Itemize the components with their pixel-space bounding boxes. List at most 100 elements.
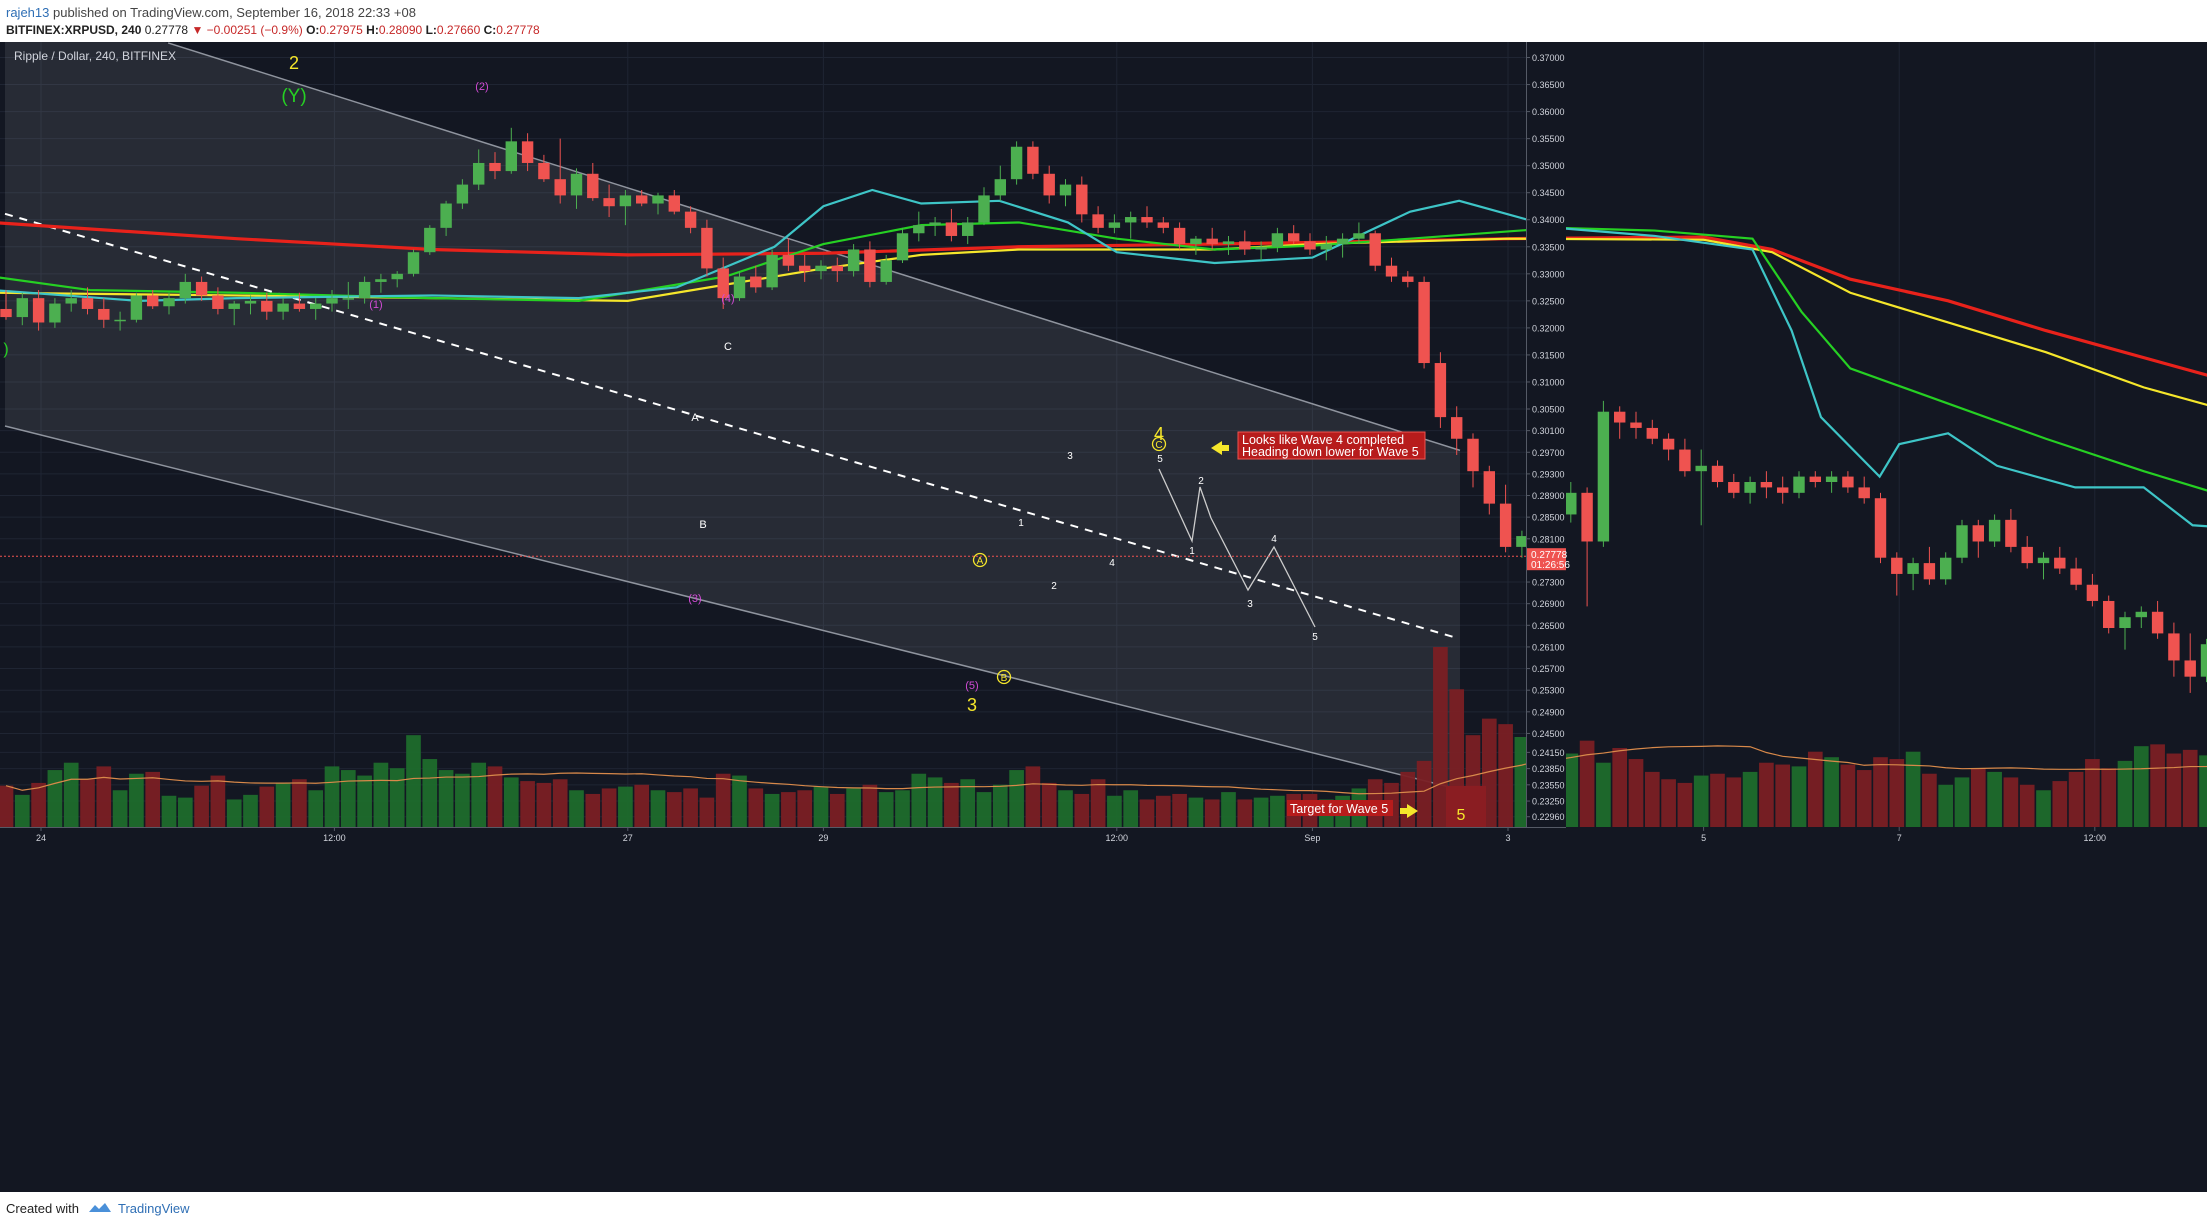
proj-5-label: 5 <box>1312 632 1318 643</box>
wave-paren-1-label: (1) <box>369 299 382 311</box>
wave5-target-note[interactable]: Target for Wave 5 5 <box>1287 800 1466 824</box>
candle-body <box>1565 492 1577 515</box>
wave-paren-2-label: (2) <box>475 81 488 93</box>
volume-bar <box>992 784 1008 827</box>
volume-bar <box>487 766 503 827</box>
volume-bar <box>31 782 46 827</box>
price-tick-label: 0.31000 <box>1532 377 1565 387</box>
wave-left-paren: ) <box>3 341 8 358</box>
candle-body <box>538 162 550 180</box>
candle-body <box>2005 519 2017 547</box>
volume-bar <box>1498 724 1513 827</box>
price-tick-label: 0.23850 <box>1532 764 1565 774</box>
candle-body <box>1483 471 1496 504</box>
volume-bar <box>112 790 128 827</box>
target-arrow-icon <box>1400 804 1418 818</box>
candle-body <box>1010 146 1023 180</box>
candles <box>0 127 2207 693</box>
candle-body <box>1385 265 1398 277</box>
candle-body <box>2070 568 2082 585</box>
candle-body <box>1972 525 1985 542</box>
time-tick-label: 24 <box>36 833 46 843</box>
time-tick-label: 12:00 <box>2084 833 2107 843</box>
candle-body <box>1891 557 1903 574</box>
volume-bar <box>1563 753 1579 827</box>
candle-body <box>146 295 159 307</box>
volume-bar <box>259 786 275 827</box>
time-axis[interactable] <box>0 827 1566 845</box>
candle-body <box>179 281 192 299</box>
candle-body <box>831 265 844 272</box>
volume-bar <box>1188 797 1204 827</box>
volume-bar <box>1090 779 1106 827</box>
candle-body <box>472 162 485 185</box>
volume-bar <box>96 766 112 827</box>
candle-body <box>1809 476 1822 483</box>
candle-body <box>0 308 12 318</box>
wave-3-label: 3 <box>967 695 977 715</box>
price-axis[interactable] <box>1526 42 1566 827</box>
volume-bar <box>1204 799 1220 827</box>
candle-body <box>114 319 126 322</box>
price-tick-label: 0.35000 <box>1532 161 1565 171</box>
wave4-note[interactable]: Looks like Wave 4 completed Heading down… <box>1211 431 1426 460</box>
tradingview-link[interactable]: TradingView <box>118 1201 190 1216</box>
price-axis-ticks: 0.37000 0.36500 0.36000 0.35500 0.35000 0.345… <box>1526 53 1565 822</box>
time-tick-label: 12:00 <box>1106 833 1129 843</box>
volume-bar <box>1759 762 1774 827</box>
high-label: H: <box>366 23 379 37</box>
price-tick-label: 0.27300 <box>1532 578 1565 588</box>
volume-bar <box>145 771 161 827</box>
candle-body <box>1124 217 1137 223</box>
candle-body <box>1679 449 1691 472</box>
price-tick-label: 0.24500 <box>1532 729 1565 739</box>
volume-bar <box>1889 759 1905 827</box>
proj-1-label: 1 <box>1189 546 1195 557</box>
volume-bar <box>764 793 780 827</box>
candle-body <box>1108 222 1121 228</box>
volume-bar <box>1791 766 1807 827</box>
wave-c-path[interactable] <box>1158 468 1212 544</box>
author-link[interactable]: rajeh13 <box>6 5 50 20</box>
volume-bar <box>14 794 30 827</box>
wave-a-label: A <box>691 412 699 424</box>
candle-body <box>1695 465 1707 472</box>
volume-bar <box>944 782 959 827</box>
candle-body <box>2184 660 2196 677</box>
volume-bar <box>1221 792 1236 827</box>
chart-area[interactable]: 0.37000 0.36500 0.36000 0.35500 0.35000 0.345… <box>0 0 2207 1192</box>
volume-bar <box>275 782 291 827</box>
candle-body <box>1353 233 1365 239</box>
candle-body <box>1646 427 1659 439</box>
target-box[interactable] <box>1446 785 1486 827</box>
candle-body <box>1842 476 1854 488</box>
price-chart[interactable]: 0.37000 0.36500 0.36000 0.35500 0.35000 0.345… <box>0 0 2207 1192</box>
projection-path[interactable] <box>1210 517 1316 628</box>
dashed-trendline[interactable] <box>4 212 1457 639</box>
candle-body <box>1581 492 1593 542</box>
wave-2-label: 2 <box>289 53 299 73</box>
candle-body <box>945 222 958 236</box>
volume-bar <box>1905 751 1921 827</box>
last-price: 0.27778 <box>144 23 189 37</box>
grid <box>0 42 2096 827</box>
volume-bar <box>1123 790 1139 827</box>
subwave-4-label: 4 <box>1109 558 1115 569</box>
close-value: 0.27778 <box>496 23 540 37</box>
price-tick-label: 0.24900 <box>1532 707 1565 717</box>
subwave-5-label: 5 <box>1157 454 1163 465</box>
volume-bar <box>47 770 63 827</box>
tradingview-logo-icon[interactable] <box>88 1200 112 1214</box>
volume-bar <box>1987 771 2002 827</box>
candle-body <box>1418 281 1430 364</box>
volume-bar <box>2166 753 2182 827</box>
price-tick-label: 0.37000 <box>1532 53 1565 63</box>
candle-body <box>1076 184 1088 215</box>
volume-bar <box>503 777 519 827</box>
channel-lower-line[interactable] <box>4 425 1461 791</box>
volume-bar <box>618 786 633 827</box>
candle-body <box>815 265 827 272</box>
candle-body <box>1662 438 1675 450</box>
price-tick-label: 0.28900 <box>1532 491 1565 501</box>
candle-body <box>652 195 664 204</box>
